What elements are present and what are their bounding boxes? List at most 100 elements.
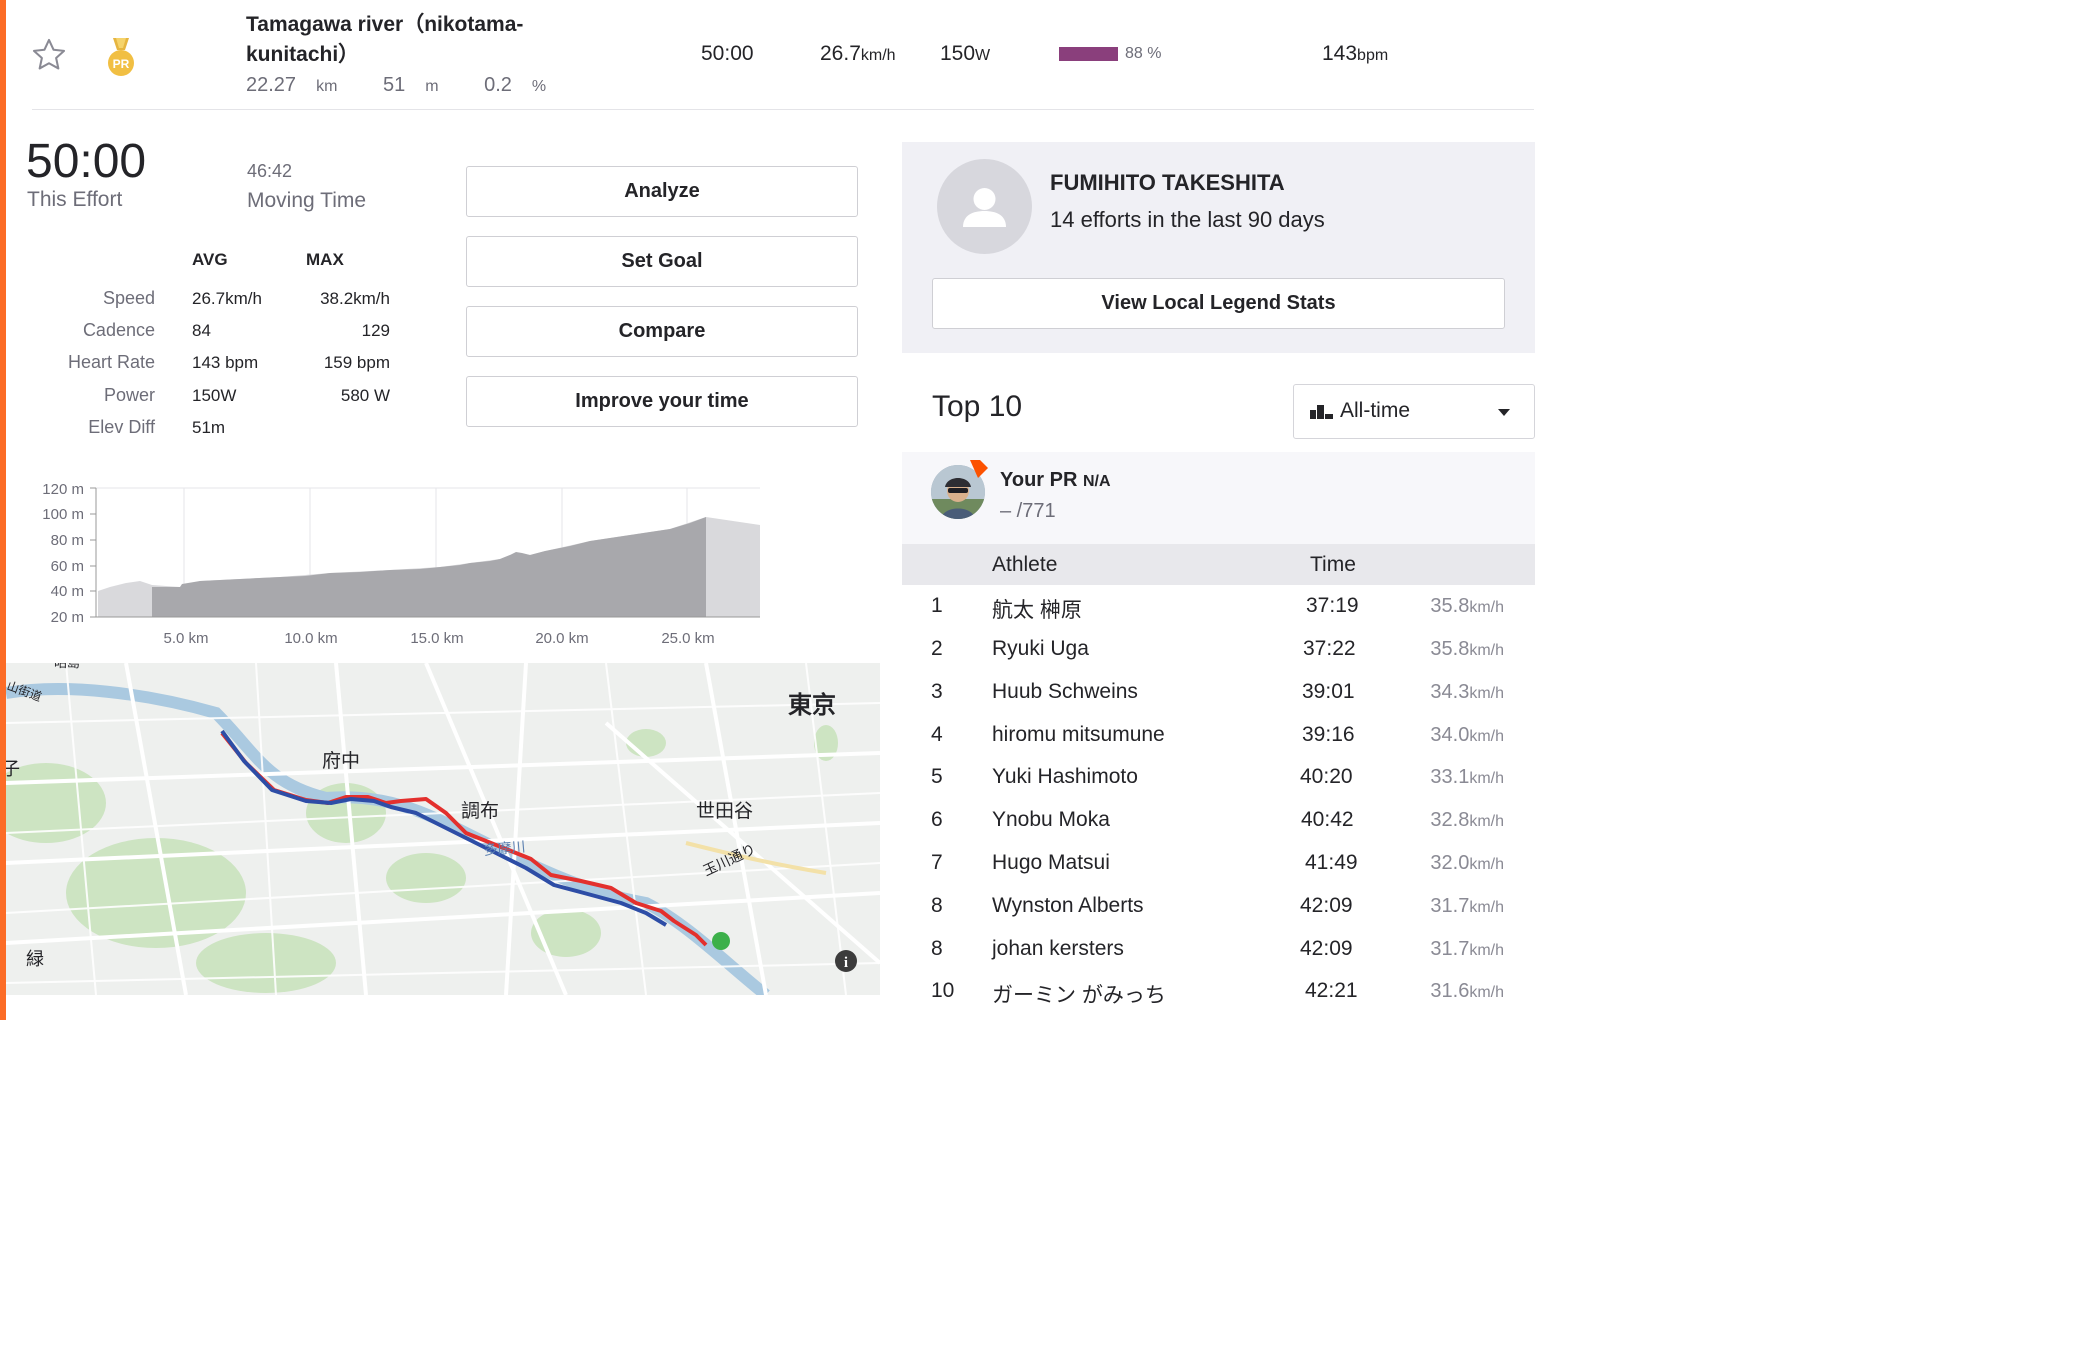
effort-time: 50:00	[26, 135, 147, 188]
strava-badge-icon	[970, 460, 988, 478]
effort-speed: 31.7km/h	[1430, 895, 1504, 917]
hr-percent-label: 88 %	[1125, 45, 1162, 62]
improve-time-button[interactable]: Improve your time	[466, 376, 858, 427]
x-tick: 10.0 km	[284, 630, 337, 647]
route-end-marker	[712, 932, 730, 950]
avg-header: AVG	[192, 250, 228, 269]
header-divider	[32, 109, 1534, 110]
stat-label: Elev Diff	[88, 417, 155, 437]
moving-time: 46:42	[247, 161, 293, 181]
effort-time[interactable]: 39:01	[1302, 680, 1355, 703]
effort-time[interactable]: 41:49	[1305, 851, 1358, 874]
segment-name[interactable]: Tamagawa river（nikotama-kunitachi）	[246, 13, 524, 66]
stat-label: Speed	[102, 288, 155, 308]
segment-stats: 22.27 km 51 m 0.2%	[246, 74, 547, 96]
map-label-setagaya: 世田谷	[696, 800, 753, 822]
stat-label: Power	[103, 385, 155, 405]
rank: 10	[931, 979, 955, 1002]
athlete-name[interactable]: hiromu mitsumune	[992, 723, 1165, 746]
svg-text:PR: PR	[113, 57, 130, 71]
moving-time-label: Moving Time	[247, 189, 367, 212]
map-label-ko: 子	[6, 759, 20, 780]
avatar[interactable]	[937, 159, 1032, 254]
rank: 5	[931, 765, 943, 788]
stat-max: 159 bpm	[323, 353, 390, 372]
map-label-chofu: 調布	[461, 800, 499, 822]
effort-speed: 33.1km/h	[1430, 766, 1504, 788]
rank: 7	[931, 851, 943, 874]
pr-medal-icon: PR	[108, 38, 134, 76]
rank: 2	[931, 637, 943, 660]
stat-label: Cadence	[82, 320, 155, 340]
effort-speed: 34.3km/h	[1430, 681, 1504, 703]
athlete-name[interactable]: Yuki Hashimoto	[992, 765, 1138, 788]
stat-max: 38.2km/h	[320, 289, 390, 308]
effort-time[interactable]: 42:21	[1305, 979, 1358, 1002]
stat-max: 580 W	[340, 386, 390, 405]
timeframe-dropdown[interactable]: All-time	[1293, 384, 1535, 439]
effort-time-label: This Effort	[27, 188, 123, 211]
athlete-name[interactable]: Ryuki Uga	[992, 637, 1089, 660]
segment-distance: 22.27	[246, 74, 297, 96]
effort-speed: 31.7km/h	[1430, 938, 1504, 960]
svg-text:i: i	[844, 955, 848, 971]
header-heart-rate: 143bpm	[1322, 42, 1389, 65]
effort-time[interactable]: 37:22	[1303, 637, 1356, 660]
y-tick: 40 m	[51, 583, 84, 600]
header-power: 150W	[940, 42, 991, 65]
elevation-profile-chart[interactable]: 120 m 100 m 80 m 60 m 40 m 20 m 5.0 km 1…	[30, 475, 770, 655]
column-time[interactable]: Time	[1310, 553, 1356, 576]
effort-time[interactable]: 40:42	[1301, 808, 1354, 831]
info-icon[interactable]	[835, 950, 857, 972]
effort-time[interactable]: 42:09	[1300, 937, 1353, 960]
effort-time[interactable]: 37:19	[1306, 594, 1359, 617]
athlete-name[interactable]: johan kersters	[992, 937, 1124, 960]
athlete-name[interactable]: ガーミン がみっち	[992, 984, 1166, 1007]
athlete-name[interactable]: Ynobu Moka	[992, 808, 1110, 831]
chevron-down-icon	[1498, 409, 1510, 416]
set-goal-button[interactable]: Set Goal	[466, 236, 858, 287]
your-pr-row	[902, 452, 1535, 544]
rank: 1	[931, 594, 943, 617]
x-tick: 25.0 km	[661, 630, 714, 647]
effort-speed: 34.0km/h	[1430, 724, 1504, 746]
y-tick: 60 m	[51, 558, 84, 575]
x-tick: 5.0 km	[163, 630, 208, 647]
leaderboard-header: Athlete Time	[902, 544, 1535, 585]
segment-grade: 0.2	[484, 74, 512, 96]
athlete-name[interactable]: 航太 榊原	[992, 599, 1082, 622]
header-speed: 26.7km/h	[820, 42, 896, 65]
rank: 3	[931, 680, 943, 703]
compare-button[interactable]: Compare	[466, 306, 858, 357]
effort-speed: 31.6km/h	[1430, 980, 1504, 1002]
rank: 4	[931, 723, 943, 746]
map-label-midori: 緑	[26, 949, 44, 970]
your-pr-value: N/A	[1082, 473, 1111, 490]
athlete-name[interactable]: Huub Schweins	[992, 680, 1138, 703]
local-legend-name[interactable]: FUMIHITO TAKESHITA	[1050, 170, 1285, 195]
your-avatar[interactable]	[931, 465, 985, 519]
map-label-top: 昭島	[54, 663, 80, 671]
x-tick: 20.0 km	[535, 630, 588, 647]
map-label-kaido: 山街道	[6, 679, 44, 704]
analyze-button[interactable]: Analyze	[466, 166, 858, 217]
effort-time[interactable]: 42:09	[1300, 894, 1353, 917]
timeframe-dropdown-label: All-time	[1340, 399, 1411, 422]
effort-time[interactable]: 40:20	[1300, 765, 1353, 788]
athlete-name[interactable]: Wynston Alberts	[992, 894, 1144, 917]
stat-label: Heart Rate	[67, 352, 155, 372]
athlete-name[interactable]: Hugo Matsui	[992, 851, 1110, 874]
y-tick: 100 m	[42, 506, 84, 523]
rank: 8	[931, 937, 943, 960]
map-label-tamagawa: 多摩川	[483, 838, 526, 859]
stat-avg: 51m	[192, 418, 226, 437]
route-map[interactable]: i 東京 府中 調布 世田谷 玉川通り 多摩川 緑 子 山街道 昭島	[6, 663, 880, 995]
effort-speed: 32.8km/h	[1430, 809, 1504, 831]
effort-time[interactable]: 39:16	[1302, 723, 1355, 746]
segment-elevation: 51	[382, 74, 406, 96]
your-pr-title: Your PR N/A	[1000, 469, 1111, 491]
x-tick: 15.0 km	[410, 630, 463, 647]
view-local-legend-button[interactable]: View Local Legend Stats	[932, 278, 1505, 329]
star-icon[interactable]	[30, 36, 68, 74]
column-athlete[interactable]: Athlete	[992, 553, 1058, 576]
